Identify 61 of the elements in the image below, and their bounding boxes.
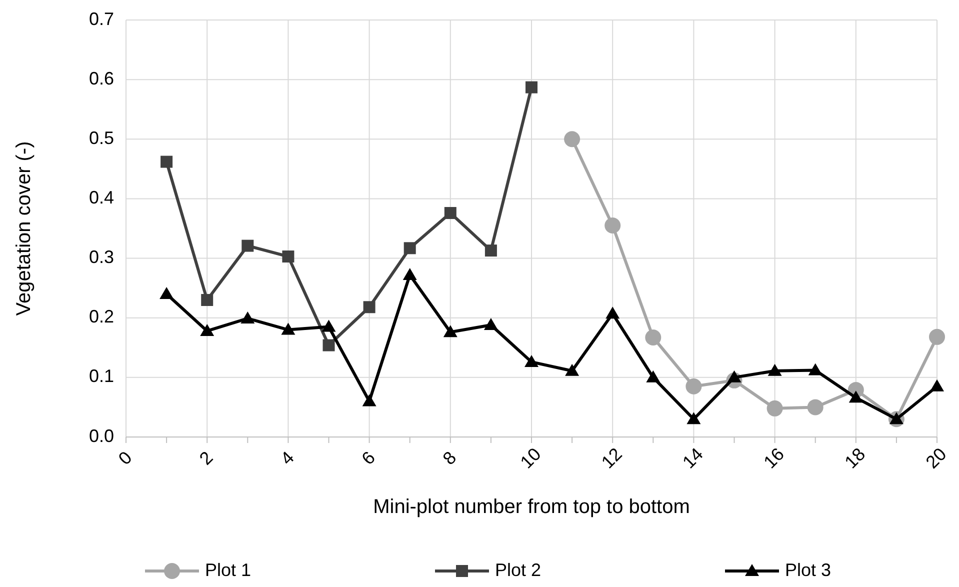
point bbox=[160, 156, 173, 168]
point bbox=[322, 320, 336, 332]
y-tick-label: 0.3 bbox=[88, 247, 114, 268]
y-tick-label: 0.2 bbox=[88, 306, 114, 327]
x-tick-label: 0 bbox=[114, 448, 136, 469]
y-tick-label: 0.4 bbox=[88, 187, 114, 208]
x-tick-label: 10 bbox=[516, 444, 545, 472]
legend-label: Plot 1 bbox=[205, 560, 252, 580]
x-axis-title: Mini-plot number from top to bottom bbox=[373, 496, 690, 518]
point bbox=[484, 318, 498, 330]
legend-label: Plot 3 bbox=[785, 560, 832, 580]
x-tick-label: 20 bbox=[922, 444, 950, 472]
y-axis-title: Vegetation cover (-) bbox=[13, 141, 35, 316]
point bbox=[363, 301, 376, 314]
y-tick-label: 0.5 bbox=[88, 128, 114, 148]
point bbox=[484, 244, 497, 257]
point bbox=[645, 330, 662, 346]
point bbox=[929, 328, 945, 345]
point bbox=[160, 287, 174, 300]
point bbox=[604, 218, 621, 234]
x-tick-label: 8 bbox=[438, 448, 460, 469]
legend-label: Plot 2 bbox=[495, 560, 542, 580]
point bbox=[807, 399, 824, 416]
point bbox=[444, 207, 456, 220]
y-tick-label: 0.0 bbox=[88, 426, 114, 446]
point bbox=[606, 306, 620, 319]
x-tick-label: 6 bbox=[358, 448, 380, 469]
point bbox=[201, 294, 214, 306]
y-tick-label: 0.7 bbox=[88, 8, 114, 29]
point bbox=[282, 250, 294, 262]
point bbox=[646, 370, 660, 382]
point bbox=[322, 339, 335, 352]
point bbox=[768, 364, 782, 376]
point bbox=[524, 354, 538, 367]
point bbox=[362, 394, 376, 406]
x-tick-label: 12 bbox=[598, 444, 626, 472]
x-tick-label: 18 bbox=[840, 444, 870, 472]
point bbox=[766, 400, 783, 416]
point bbox=[930, 379, 944, 392]
point bbox=[565, 364, 580, 376]
point bbox=[686, 412, 701, 424]
point bbox=[402, 268, 417, 280]
point bbox=[686, 378, 702, 394]
y-tick-label: 0.1 bbox=[88, 366, 114, 386]
x-tick-label: 16 bbox=[760, 444, 788, 472]
point bbox=[848, 390, 863, 403]
point bbox=[443, 325, 458, 338]
y-tick-label: 0.6 bbox=[88, 68, 114, 88]
point bbox=[281, 322, 296, 335]
point bbox=[889, 412, 904, 424]
point bbox=[404, 242, 416, 254]
point bbox=[240, 311, 255, 324]
point bbox=[242, 240, 254, 252]
point bbox=[526, 81, 538, 94]
x-tick-label: 14 bbox=[678, 444, 707, 472]
point bbox=[564, 131, 580, 148]
point bbox=[200, 324, 214, 336]
x-tick-label: 4 bbox=[276, 448, 298, 469]
point bbox=[727, 370, 742, 382]
x-tick-label: 2 bbox=[196, 448, 217, 469]
point bbox=[808, 363, 822, 376]
